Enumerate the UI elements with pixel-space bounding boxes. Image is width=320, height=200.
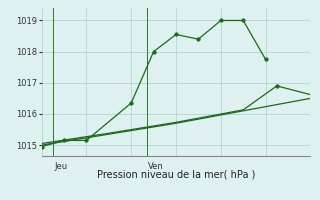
Text: Ven: Ven [148,162,164,171]
Text: Jeu: Jeu [54,162,67,171]
X-axis label: Pression niveau de la mer( hPa ): Pression niveau de la mer( hPa ) [97,170,255,180]
